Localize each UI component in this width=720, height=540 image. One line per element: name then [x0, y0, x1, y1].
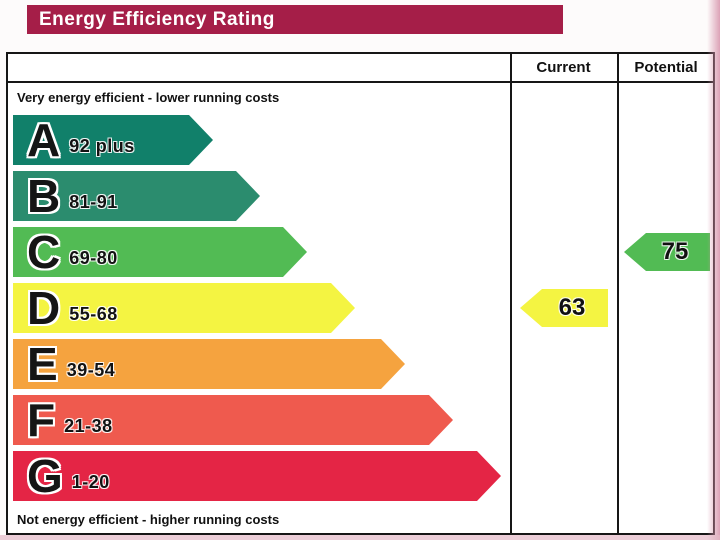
band-letter: E [27, 338, 58, 390]
band-row-b: B 81-91 [13, 168, 501, 224]
band-letter: G [27, 450, 63, 502]
band-row-a: A 92 plus [13, 112, 501, 168]
current-column-header: Current [536, 59, 591, 76]
potential-rating-arrow: 75 [624, 233, 710, 271]
band-range: 92 plus [69, 135, 135, 156]
current-column-divider [510, 54, 512, 533]
potential-column-divider [617, 54, 619, 533]
band-row-e: E 39-54 [13, 336, 501, 392]
band-row-g: G 1-20 [13, 448, 501, 504]
band-row-f: F 21-38 [13, 392, 501, 448]
rating-bands: A 92 plus B 81-91 C 69-80 D 55-68 E 39-54 F 21-38 G 1… [13, 112, 501, 504]
band-e: E 39-54 [13, 339, 405, 389]
band-letter: A [27, 114, 61, 166]
band-d: D 55-68 [13, 283, 355, 333]
band-row-d: D 55-68 [13, 280, 501, 336]
band-f: F 21-38 [13, 395, 453, 445]
band-range: 1-20 [71, 471, 110, 492]
current-rating-value: 63 [558, 294, 586, 321]
top-caption: Very energy efficient - lower running co… [17, 90, 280, 105]
band-range: 21-38 [64, 415, 113, 436]
band-a: A 92 plus [13, 115, 213, 165]
band-range: 81-91 [69, 191, 118, 212]
energy-rating-chart: Current Potential Very energy efficient … [6, 52, 715, 535]
current-rating-arrow: 63 [520, 289, 608, 327]
potential-rating-value: 75 [661, 238, 689, 265]
band-letter: C [27, 226, 61, 278]
potential-column-header: Potential [634, 59, 698, 76]
bottom-caption: Not energy efficient - higher running co… [17, 512, 280, 527]
band-letter: F [27, 394, 56, 446]
band-range: 39-54 [66, 359, 116, 380]
band-g: G 1-20 [13, 451, 501, 501]
chart-title: Energy Efficiency Rating [39, 8, 275, 30]
band-c: C 69-80 [13, 227, 307, 277]
column-header-row: Current Potential [8, 54, 713, 83]
band-range: 69-80 [69, 247, 118, 268]
chart-title-bar: Energy Efficiency Rating [27, 5, 563, 34]
band-range: 55-68 [69, 303, 118, 324]
band-row-c: C 69-80 [13, 224, 501, 280]
band-b: B 81-91 [13, 171, 260, 221]
band-letter: D [27, 282, 61, 334]
scan-artifact-bottom [0, 535, 720, 540]
band-letter: B [27, 170, 61, 222]
